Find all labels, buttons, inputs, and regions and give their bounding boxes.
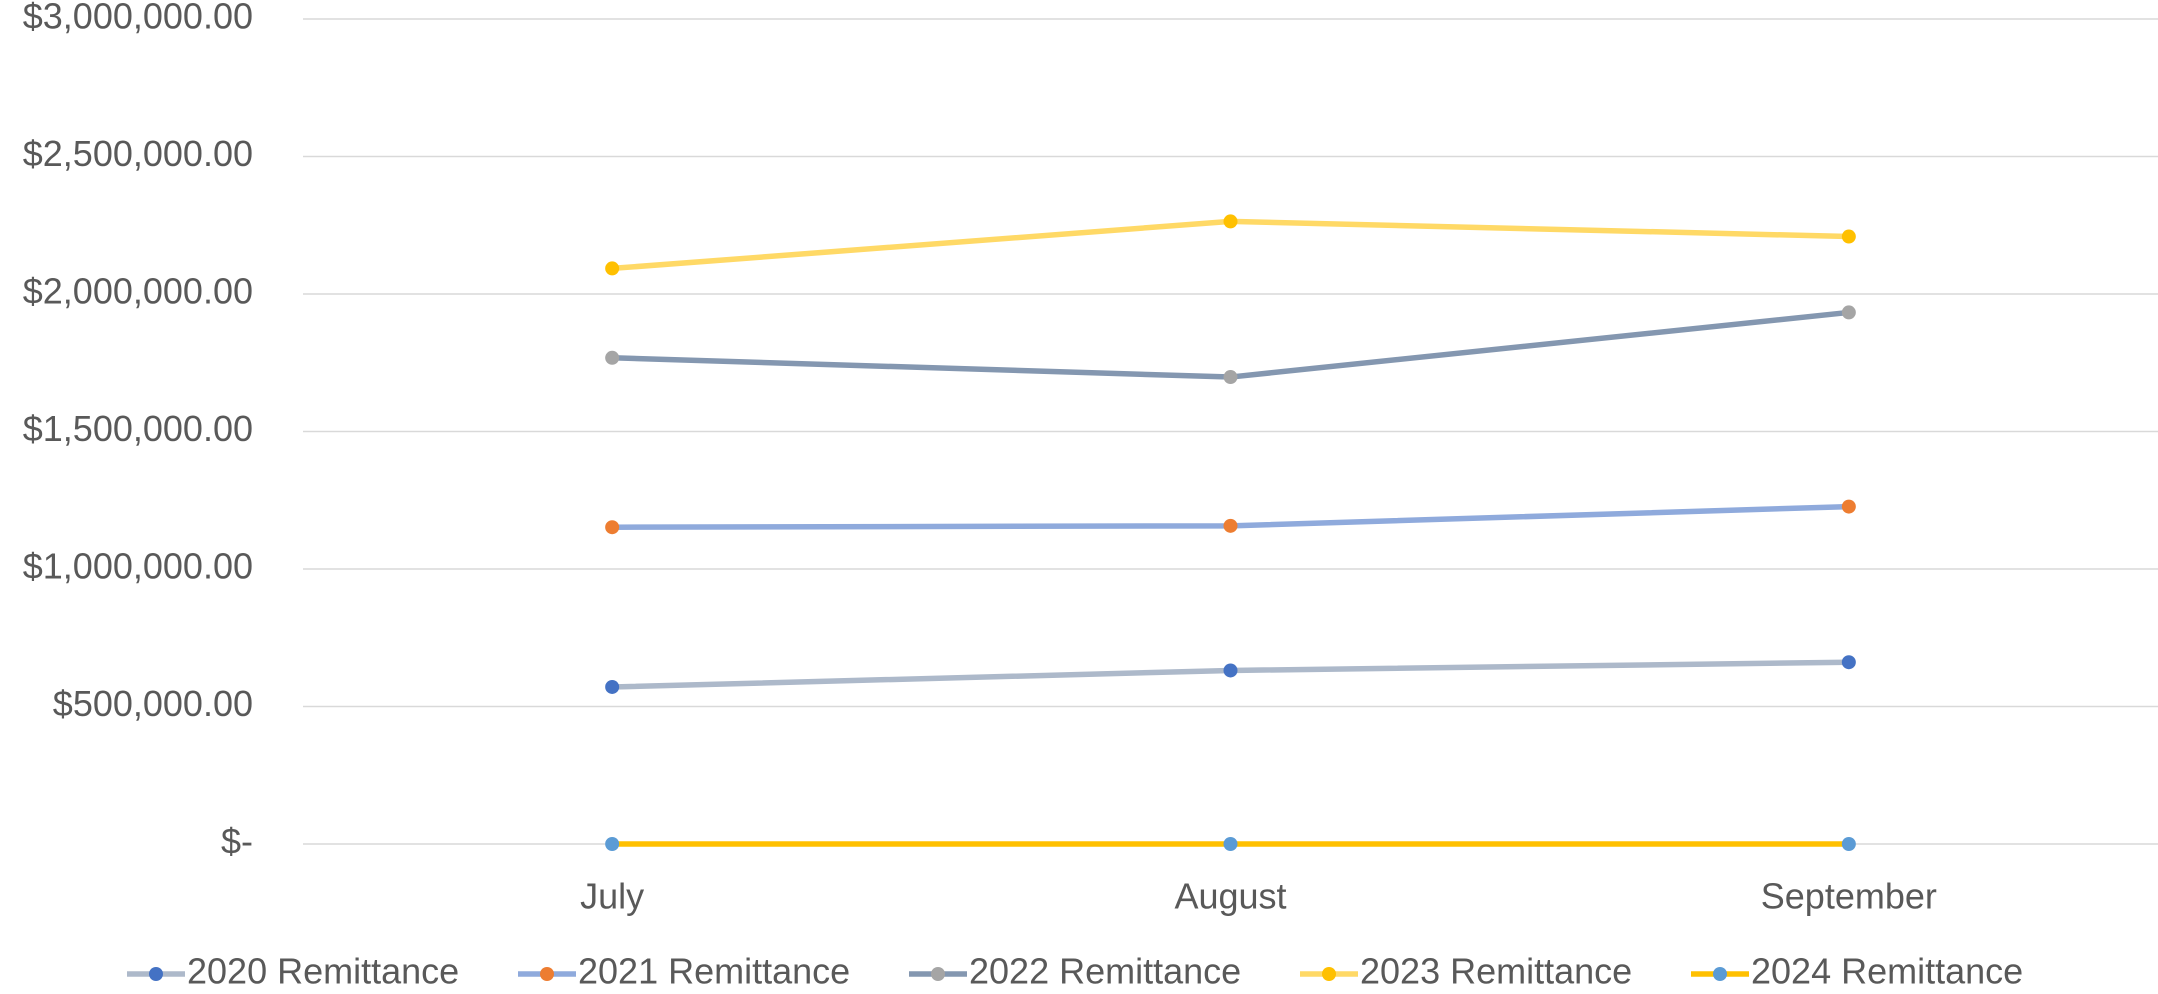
y-tick-label: $1,500,000.00 — [23, 408, 253, 449]
data-point — [1841, 837, 1856, 851]
series-line — [609, 309, 1852, 380]
data-point — [1223, 837, 1238, 851]
y-tick-label: $- — [221, 821, 253, 862]
data-point — [1841, 499, 1856, 514]
data-point — [1223, 663, 1238, 678]
y-tick-label: $2,000,000.00 — [23, 271, 253, 312]
x-tick-label: September — [1761, 876, 1937, 917]
legend-label: 2022 Remittance — [969, 951, 1241, 992]
legend-marker — [540, 967, 554, 981]
data-point — [605, 837, 620, 851]
y-tick-label: $2,500,000.00 — [23, 133, 253, 174]
legend-label: 2023 Remittance — [1360, 951, 1632, 992]
data-point — [1223, 518, 1238, 533]
data-point — [1223, 214, 1238, 229]
x-tick-label: July — [580, 876, 644, 917]
series-line — [609, 218, 1852, 272]
data-point — [605, 350, 620, 365]
y-tick-label: $3,000,000.00 — [23, 0, 253, 37]
data-point — [1841, 305, 1856, 320]
legend-label: 2024 Remittance — [1751, 951, 2023, 992]
y-tick-label: $1,000,000.00 — [23, 546, 253, 587]
data-point — [605, 679, 620, 694]
y-tick-label: $500,000.00 — [53, 683, 253, 724]
legend-marker — [931, 967, 945, 981]
data-point — [1223, 370, 1238, 385]
legend-marker — [1322, 967, 1336, 981]
data-point — [1841, 655, 1856, 670]
data-point — [1841, 229, 1856, 244]
legend-label: 2020 Remittance — [187, 951, 459, 992]
legend-label: 2021 Remittance — [578, 951, 850, 992]
legend-marker — [1713, 967, 1727, 981]
x-tick-label: August — [1174, 876, 1286, 917]
legend-marker — [149, 967, 163, 981]
data-point — [605, 261, 620, 276]
data-point — [605, 520, 620, 535]
